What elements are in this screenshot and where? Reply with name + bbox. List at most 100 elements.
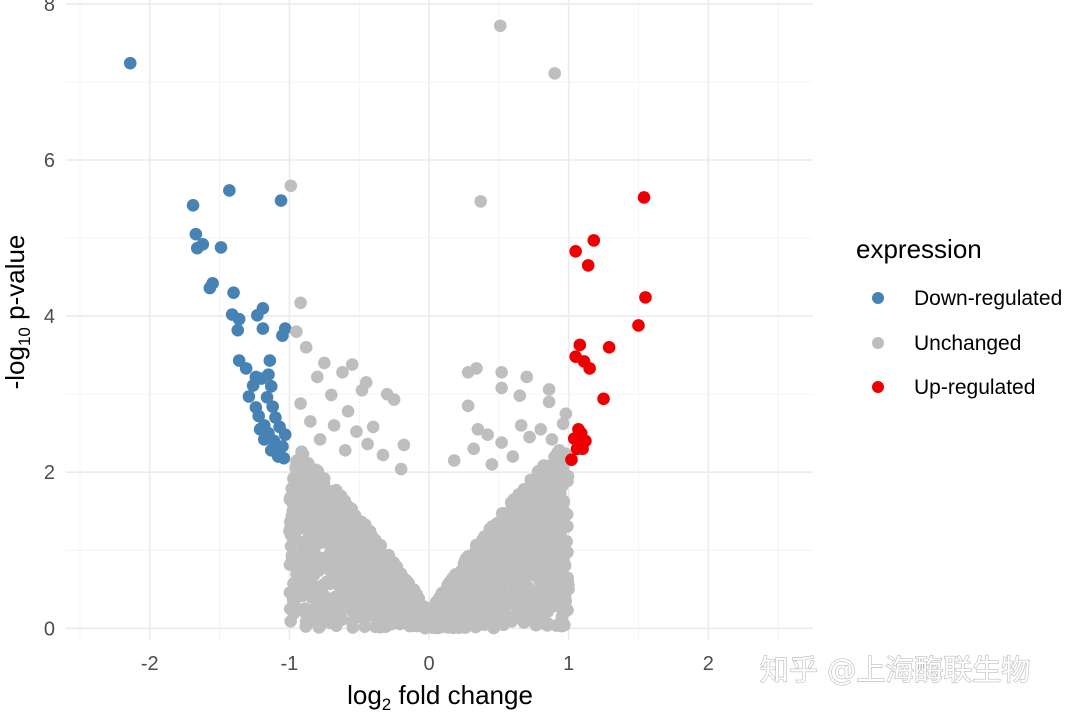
unchanged-cloud-point (409, 598, 423, 612)
point-unchanged (311, 370, 324, 384)
unchanged-cloud-point (299, 606, 312, 620)
point-down-regulated (269, 411, 282, 424)
unchanged-cloud-point (302, 555, 316, 569)
legend-key-unchanged (872, 337, 884, 349)
point-down-regulated (190, 241, 204, 255)
unchanged-cloud-point (429, 599, 443, 613)
unchanged-point-cloud (283, 443, 575, 635)
point-unchanged (542, 395, 556, 409)
grid-lines (66, 0, 813, 640)
point-unchanged (355, 383, 369, 397)
unchanged-cloud-point (358, 620, 371, 634)
point-down-regulated (260, 390, 274, 404)
unchanged-cloud-point (296, 589, 309, 603)
unchanged-cloud-point (346, 621, 360, 634)
unchanged-cloud-point (286, 593, 300, 607)
unchanged-cloud-point (549, 619, 563, 632)
unchanged-cloud-point (394, 605, 407, 619)
unchanged-cloud-point (330, 607, 344, 620)
unchanged-cloud-point (283, 491, 297, 504)
point-up-regulated (576, 442, 589, 456)
x-tick-label: 1 (563, 653, 574, 675)
point-unchanged (471, 422, 485, 436)
point-up-regulated (632, 319, 645, 332)
legend-label-down-regulated: Down-regulated (914, 287, 1062, 310)
legend-title: expression (856, 234, 982, 264)
point-unchanged (474, 195, 487, 208)
unchanged-cloud-point (288, 531, 302, 545)
point-unchanged (366, 420, 380, 434)
point-unchanged (324, 388, 338, 402)
unchanged-cloud-point (327, 485, 341, 499)
point-unchanged (299, 341, 313, 354)
point-unchanged (394, 462, 408, 476)
point-up-regulated (574, 426, 588, 440)
point-unchanged (548, 67, 561, 80)
unchanged-cloud-point (483, 523, 497, 537)
unchanged-cloud-point (377, 550, 391, 563)
unchanged-cloud-point (551, 579, 564, 593)
point-unchanged (284, 179, 298, 193)
point-down-regulated (266, 400, 279, 413)
point-down-regulated (214, 241, 228, 254)
point-unchanged (313, 433, 327, 446)
unchanged-cloud-point (309, 463, 323, 477)
unchanged-cloud-point (477, 568, 490, 582)
point-down-regulated (186, 198, 200, 212)
point-down-regulated (242, 390, 256, 403)
unchanged-cloud-point (320, 575, 334, 588)
unchanged-cloud-point (352, 553, 366, 567)
point-up-regulated (565, 453, 578, 467)
watermark-text: 知乎 @上海酶联生物 (760, 653, 1030, 687)
point-unchanged (481, 428, 494, 442)
point-unchanged (294, 397, 307, 410)
point-down-regulated (189, 227, 203, 241)
unchanged-cloud-point (355, 599, 369, 612)
point-down-regulated (246, 379, 260, 392)
unchanged-cloud-point (525, 532, 539, 546)
point-up-regulated (583, 362, 596, 375)
unchanged-cloud-point (384, 576, 397, 589)
point-unchanged (559, 407, 573, 420)
point-unchanged (523, 430, 536, 444)
point-unchanged (341, 405, 355, 418)
point-unchanged (495, 365, 508, 379)
unchanged-cloud-point (518, 576, 532, 589)
point-unchanged (551, 446, 564, 459)
x-tick-label: -2 (141, 653, 159, 675)
unchanged-cloud-point (428, 619, 442, 633)
point-up-regulated (637, 191, 651, 204)
point-unchanged (294, 296, 307, 310)
unchanged-cloud-point (319, 522, 333, 536)
point-down-regulated (255, 372, 268, 385)
unchanged-cloud-point (529, 605, 543, 618)
unchanged-cloud-point (340, 523, 353, 537)
unchanged-cloud-point (389, 563, 402, 577)
unchanged-cloud-point (537, 459, 550, 472)
unchanged-cloud-point (319, 504, 333, 518)
unchanged-cloud-point (299, 491, 313, 504)
unchanged-cloud-point (337, 495, 350, 509)
y-tick-label: 8 (44, 0, 55, 16)
unchanged-cloud-point (361, 610, 374, 623)
unchanged-cloud-point (492, 516, 506, 530)
unchanged-cloud-point (290, 464, 304, 477)
data-points (123, 19, 652, 476)
point-unchanged (387, 393, 401, 406)
point-unchanged (397, 438, 411, 452)
point-up-regulated (569, 245, 582, 258)
point-unchanged (470, 362, 483, 375)
unchanged-cloud-point (305, 525, 319, 539)
unchanged-cloud-point (360, 533, 374, 546)
legend-key-up-regulated (872, 381, 884, 393)
point-unchanged (361, 437, 374, 451)
point-down-regulated (232, 312, 246, 326)
unchanged-cloud-point (459, 564, 472, 577)
point-unchanged (336, 365, 349, 379)
unchanged-cloud-point (316, 480, 330, 494)
unchanged-cloud-point (333, 544, 347, 558)
point-unchanged (327, 419, 341, 432)
point-down-regulated (277, 451, 291, 465)
unchanged-cloud-point (552, 514, 566, 528)
point-unchanged (304, 415, 317, 428)
